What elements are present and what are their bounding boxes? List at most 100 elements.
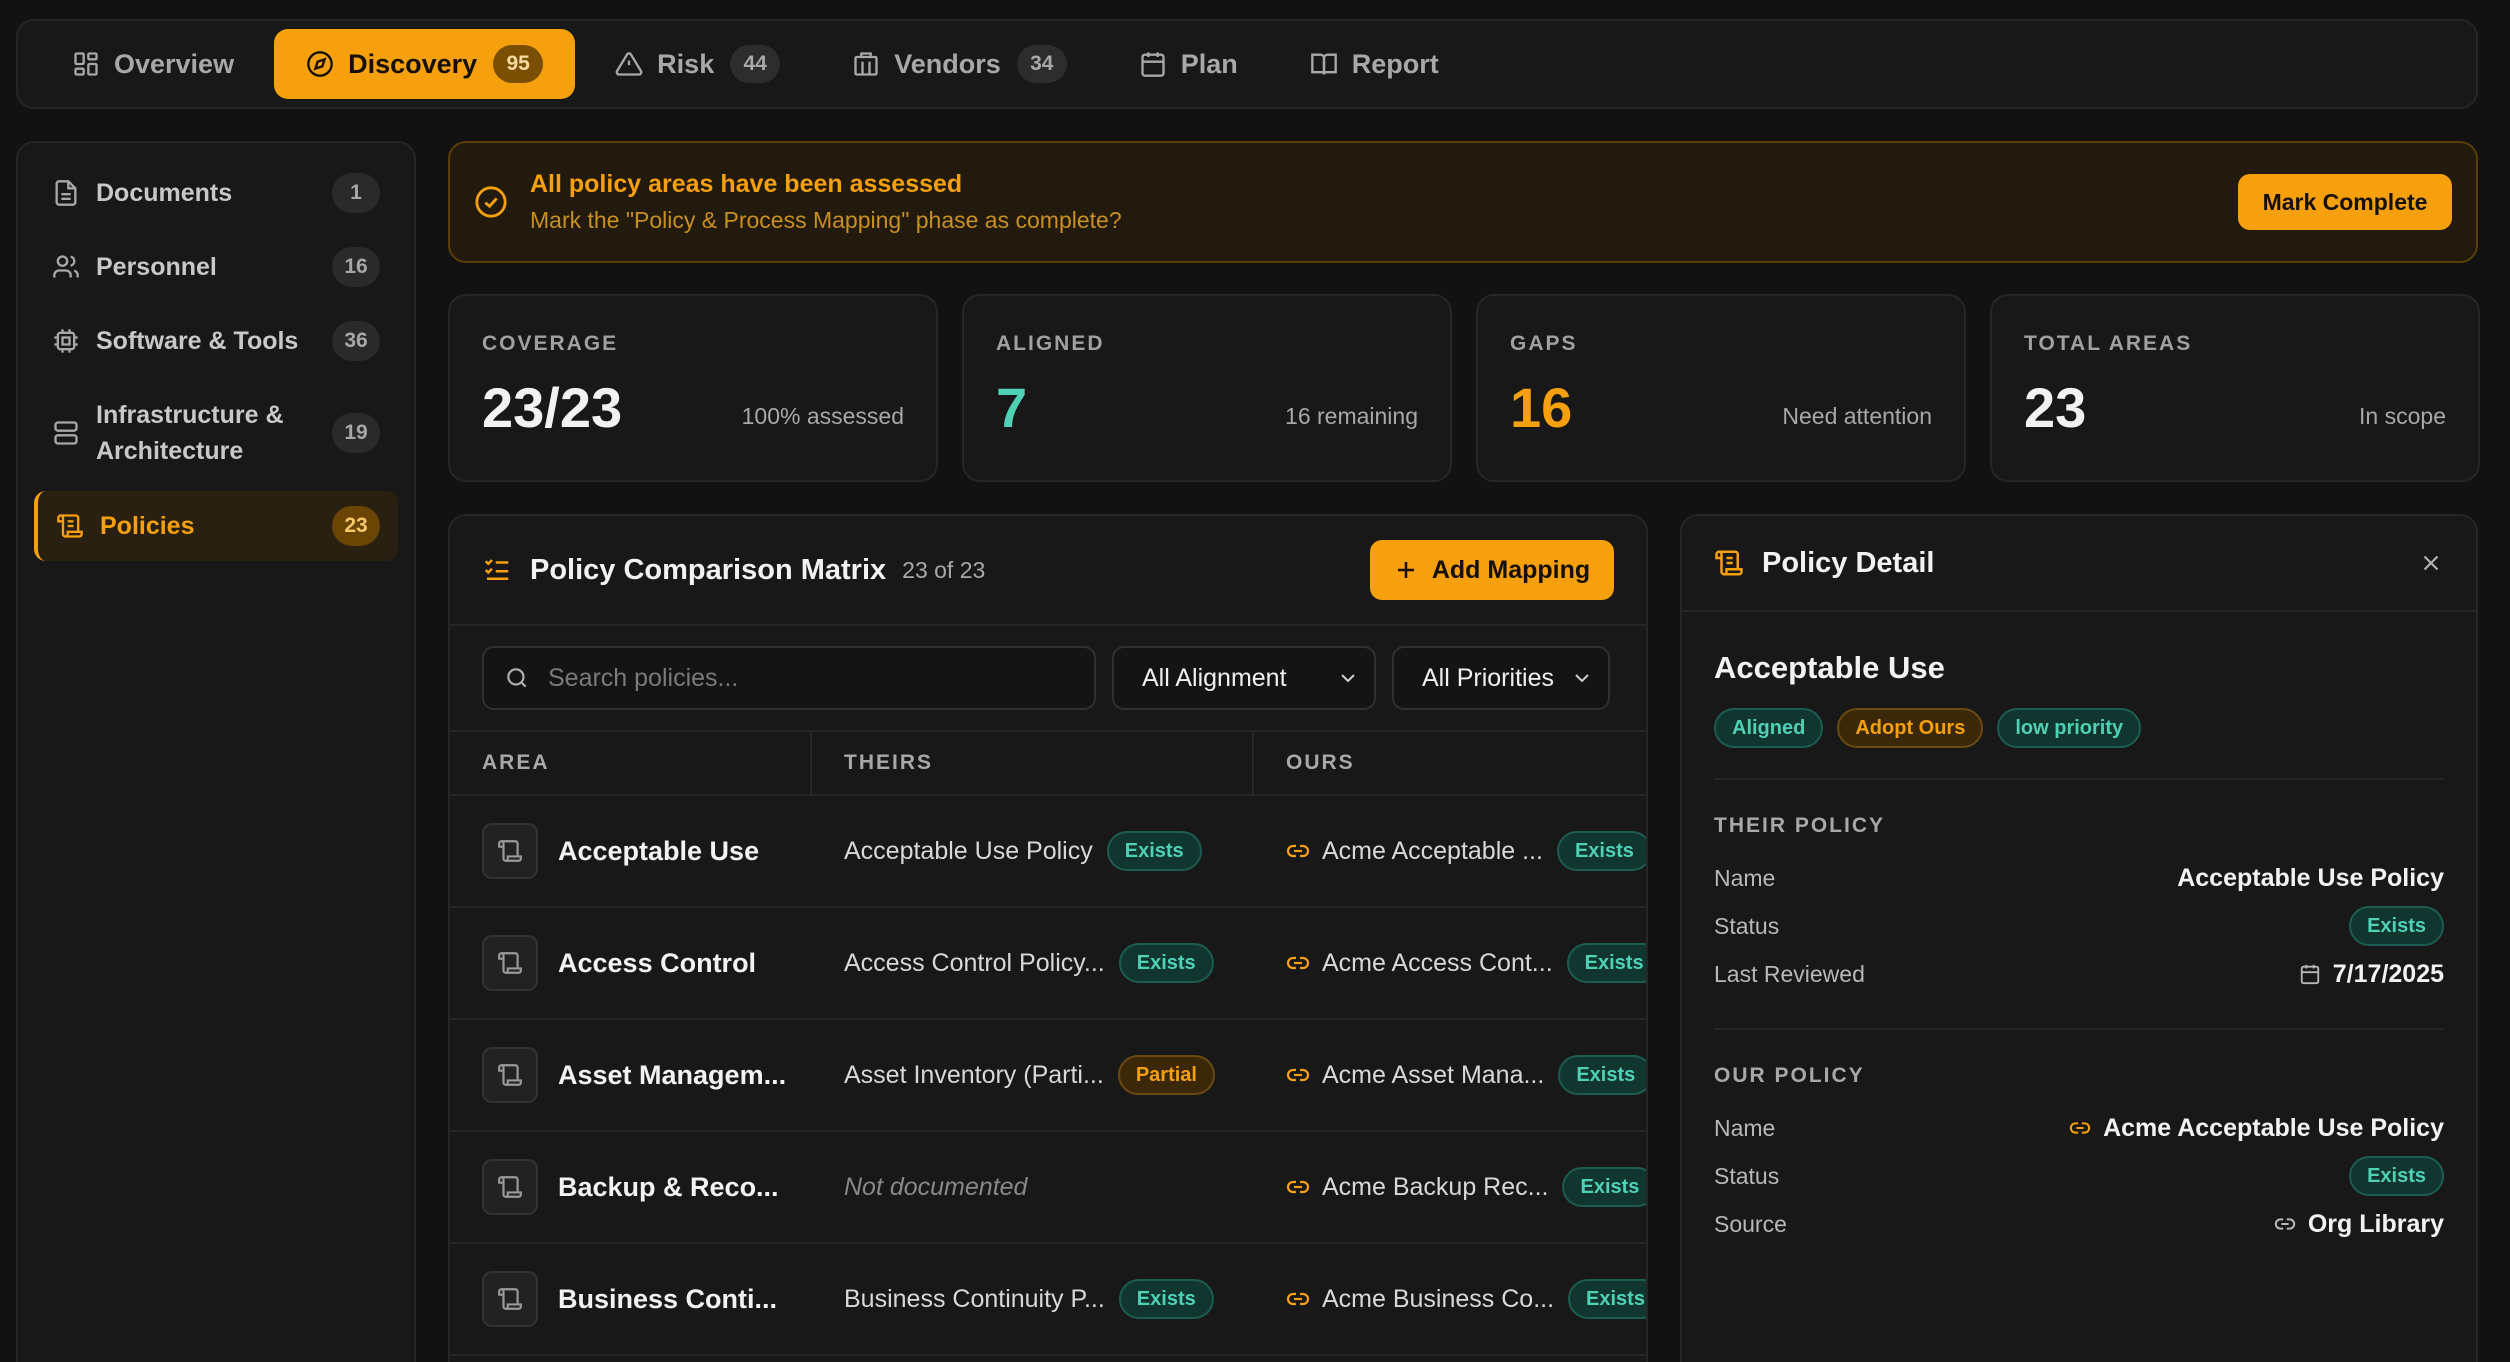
our-policy-name: Acme Acceptable Use Policy	[2103, 1113, 2444, 1142]
stat-value: 16	[1510, 376, 1573, 439]
status-badge: Exists	[1568, 1279, 1646, 1319]
ours-policy-link[interactable]: Acme Backup Rec...	[1286, 1173, 1548, 1202]
field-label: Name	[1714, 1114, 1776, 1141]
column-header-theirs[interactable]: THEIRS	[812, 732, 1254, 794]
field-label: Status	[1714, 912, 1780, 939]
our-policy-section: OUR POLICY Name Acme Acceptable Use Poli…	[1714, 1028, 2444, 1248]
area-name: Access Control	[558, 947, 757, 978]
sidebar-item-personnel[interactable]: Personnel 16	[34, 233, 398, 301]
sidebar-item-documents[interactable]: Documents 1	[34, 159, 398, 227]
ours-policy-name: Acme Acceptable ...	[1322, 836, 1543, 865]
area-name: Backup & Reco...	[558, 1171, 779, 1202]
status-badge: Exists	[1558, 1055, 1646, 1095]
matrix-header: Policy Comparison Matrix 23 of 23 Add Ma…	[450, 516, 1646, 626]
sidebar-item-label: Policies	[100, 512, 195, 540]
priority-filter-value: All Priorities	[1422, 663, 1554, 692]
scroll-icon	[498, 952, 522, 974]
mark-complete-button[interactable]: Mark Complete	[2238, 174, 2452, 230]
assessment-complete-banner: All policy areas have been assessed Mark…	[448, 141, 2478, 263]
sidebar-count-badge: 16	[332, 247, 380, 287]
ours-cell: Acme Access Cont... Exists	[1254, 943, 1646, 983]
stat-label: GAPS	[1510, 332, 1578, 355]
link-icon	[2274, 1218, 2295, 1230]
building-icon	[854, 52, 878, 76]
table-row[interactable]: Access Control Access Control Policy... …	[450, 908, 1646, 1020]
stat-card-aligned: ALIGNED 7 16 remaining	[962, 294, 1452, 482]
scroll-icon	[57, 514, 83, 538]
ours-policy-link[interactable]: Acme Asset Mana...	[1286, 1061, 1544, 1090]
tab-discovery[interactable]: Discovery 95	[274, 29, 576, 99]
area-cell: Acceptable Use	[450, 823, 812, 879]
calendar-icon	[2300, 964, 2319, 985]
tab-report[interactable]: Report	[1278, 29, 1471, 99]
stat-card-gaps: GAPS 16 Need attention	[1476, 294, 1966, 482]
table-row[interactable]: Business Conti... Business Continuity P.…	[450, 1244, 1646, 1356]
ours-cell: Acme Backup Rec... Exists	[1254, 1167, 1646, 1207]
matrix-count: 23 of 23	[902, 556, 986, 583]
top-tab-bar: Overview Discovery 95 Risk 44 Vendors 34…	[16, 19, 2478, 109]
column-header-area[interactable]: AREA	[450, 732, 812, 794]
stat-label: ALIGNED	[996, 332, 1105, 355]
tab-count-badge: 44	[730, 45, 781, 83]
priority-filter-select[interactable]: All Priorities	[1392, 646, 1610, 710]
ours-policy-link[interactable]: Acme Acceptable ...	[1286, 837, 1543, 866]
close-icon[interactable]	[2418, 550, 2444, 576]
stat-note: 100% assessed	[741, 403, 904, 429]
search-input[interactable]	[548, 663, 1074, 693]
source-link[interactable]: Org Library	[2274, 1210, 2444, 1239]
scroll-icon	[1715, 550, 1743, 576]
ours-cell: Acme Acceptable ... Exists	[1254, 831, 1646, 871]
area-name: Acceptable Use	[558, 835, 760, 866]
link-icon	[1286, 956, 1310, 970]
ours-cell: Acme Asset Mana... Exists	[1254, 1055, 1646, 1095]
tab-plan[interactable]: Plan	[1107, 29, 1270, 99]
scroll-icon	[498, 840, 522, 862]
ours-policy-name: Acme Backup Rec...	[1322, 1172, 1549, 1201]
area-cell: Business Conti...	[450, 1271, 812, 1327]
ours-policy-link[interactable]: Acme Business Co...	[1286, 1285, 1554, 1314]
alignment-filter-select[interactable]: All Alignment	[1112, 646, 1376, 710]
status-badge: Exists	[1566, 943, 1646, 983]
ours-policy-name: Acme Business Co...	[1322, 1284, 1555, 1313]
checklist-icon	[484, 559, 509, 580]
sidebar-count-badge: 23	[332, 506, 380, 546]
tab-overview[interactable]: Overview	[40, 29, 266, 99]
table-header: AREA THEIRS OURS	[450, 732, 1646, 796]
area-cell: Asset Managem...	[450, 1047, 812, 1103]
ours-cell: Acme Business Co... Exists	[1254, 1279, 1646, 1319]
row-icon	[482, 1047, 538, 1103]
ours-policy-link[interactable]: Acme Access Cont...	[1286, 949, 1553, 978]
area-cell: Backup & Reco...	[450, 1159, 812, 1215]
sidebar-item-infrastructure[interactable]: Infrastructure & Architecture 19	[34, 381, 398, 485]
row-icon	[482, 935, 538, 991]
sidebar-item-policies[interactable]: Policies 23	[34, 491, 398, 561]
sidebar-item-software-tools[interactable]: Software & Tools 36	[34, 307, 398, 375]
add-mapping-button[interactable]: Add Mapping	[1370, 540, 1614, 600]
tab-risk[interactable]: Risk 44	[583, 29, 812, 99]
scroll-icon	[498, 1288, 522, 1310]
table-row[interactable]: Acceptable Use Acceptable Use Policy Exi…	[450, 796, 1646, 908]
theirs-policy-name: Asset Inventory (Parti...	[844, 1060, 1104, 1089]
grid-icon	[74, 52, 98, 76]
status-badge: Exists	[2349, 1156, 2444, 1196]
users-icon	[53, 255, 79, 278]
our-policy-link[interactable]: Acme Acceptable Use Policy	[2069, 1114, 2444, 1143]
plus-icon	[1397, 562, 1414, 578]
stat-card-coverage: COVERAGE 23/23 100% assessed	[448, 294, 938, 482]
table-row[interactable]: Backup & Reco... Not documented Acme Bac…	[450, 1132, 1646, 1244]
stat-value: 7	[996, 376, 1028, 439]
their-policy-name: Acceptable Use Policy	[2177, 863, 2444, 892]
their-policy-section: THEIR POLICY Name Acceptable Use Policy …	[1714, 780, 2444, 998]
section-heading: THEIR POLICY	[1714, 814, 1886, 837]
tab-vendors[interactable]: Vendors 34	[820, 29, 1099, 99]
theirs-policy-name: Business Continuity P...	[844, 1284, 1105, 1313]
policy-detail-panel: Policy Detail Acceptable Use Aligned Ado…	[1680, 514, 2478, 1362]
stat-card-total-areas: TOTAL AREAS 23 In scope	[1990, 294, 2480, 482]
stat-note: Need attention	[1782, 403, 1932, 429]
stat-note: 16 remaining	[1285, 403, 1418, 429]
theirs-policy-name: Acceptable Use Policy	[844, 836, 1093, 865]
column-header-ours[interactable]: OURS	[1286, 751, 1355, 774]
theirs-policy-name: Not documented	[844, 1172, 1028, 1201]
table-row[interactable]: Asset Managem... Asset Inventory (Parti.…	[450, 1020, 1646, 1132]
chip-icon	[54, 329, 78, 353]
